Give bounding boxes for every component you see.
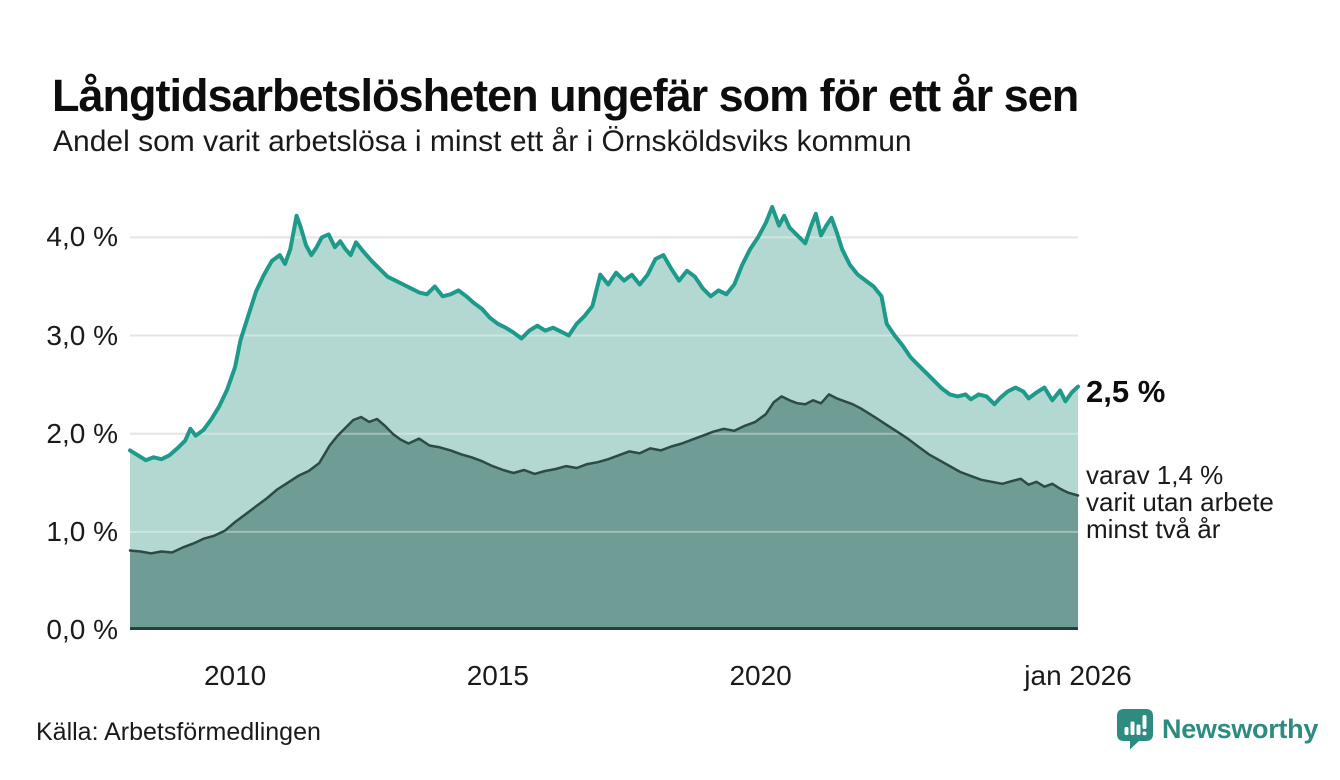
speech-bubble-shape — [1117, 709, 1153, 750]
x-tick-label: 2020 — [729, 660, 792, 691]
plot-svg — [128, 205, 1080, 630]
note-line: minst två år — [1086, 514, 1221, 544]
page-title: Långtidsarbetslösheten ungefär som för e… — [52, 70, 1079, 122]
exclamation-dot — [1142, 731, 1147, 736]
y-tick-label: 3,0 % — [46, 319, 118, 351]
source-credit: Källa: Arbetsförmedlingen — [36, 718, 321, 746]
bar-chart-bar — [1130, 721, 1135, 735]
newsworthy-logo-icon — [1117, 709, 1153, 750]
newsworthy-wordmark: Newsworthy — [1162, 713, 1319, 744]
page-subtitle: Andel som varit arbetslösa i minst ett å… — [53, 125, 912, 158]
y-tick-label: 1,0 % — [46, 515, 118, 547]
two-year-note: varav 1,4 % varit utan arbete minst två … — [1086, 462, 1274, 543]
latest-value-label: 2,5 % — [1086, 374, 1166, 409]
note-line: varav 1,4 % — [1086, 460, 1224, 490]
x-tick-label: 2015 — [466, 660, 529, 691]
x-tick-label: 2010 — [203, 660, 267, 691]
note-line: varit utan arbete — [1086, 487, 1274, 517]
bar-chart-bar — [1136, 724, 1141, 735]
y-tick-label: 4,0 % — [46, 221, 118, 253]
area-chart — [128, 205, 1080, 630]
exclamation-bar — [1142, 715, 1147, 729]
y-tick-label: 2,0 % — [46, 417, 118, 449]
bar-chart-bar — [1124, 727, 1129, 735]
y-tick-label: 0,0 % — [46, 614, 118, 645]
newsworthy-logo: Newsworthy — [1116, 708, 1318, 750]
x-tick-label: jan 2026 — [1024, 660, 1132, 691]
